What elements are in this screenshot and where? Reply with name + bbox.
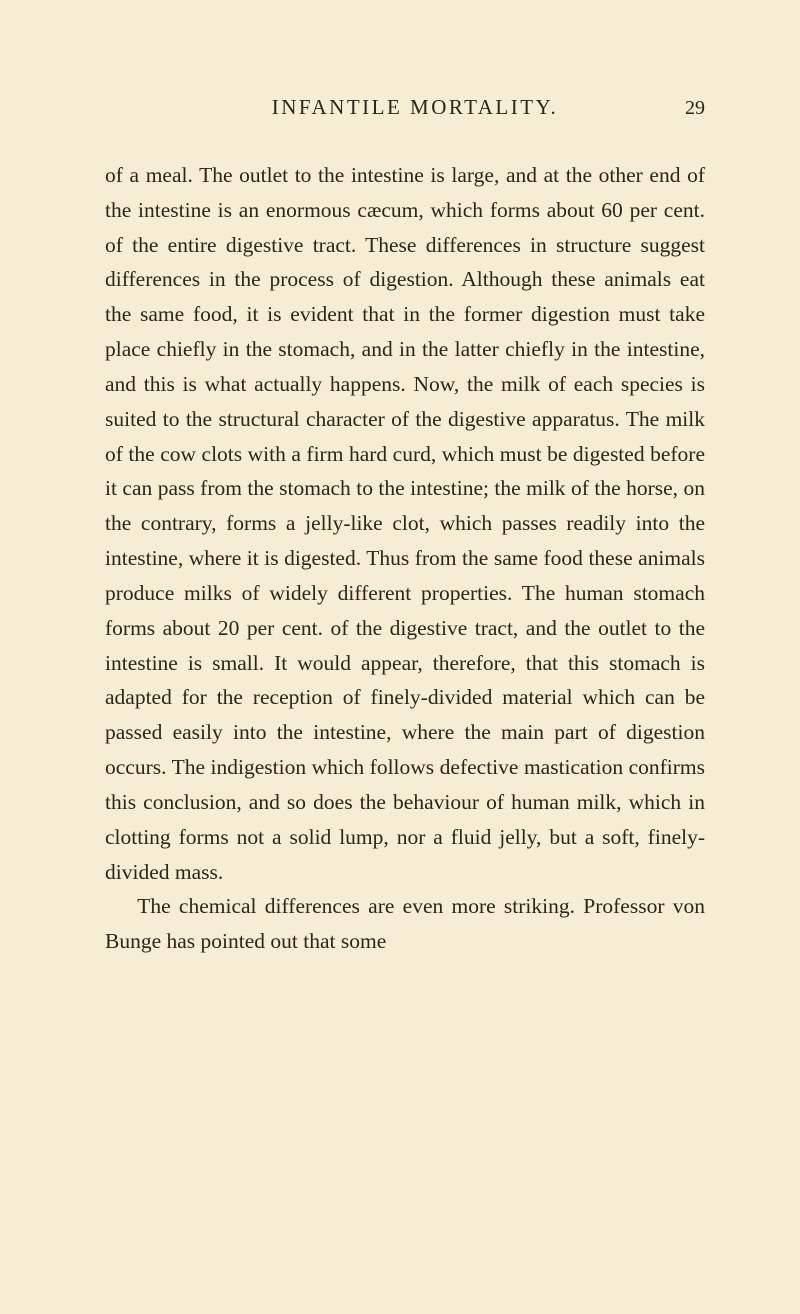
body-text: of a meal. The outlet to the intestine i…: [105, 158, 705, 959]
paragraph-1: of a meal. The outlet to the intestine i…: [105, 158, 705, 889]
document-page: INFANTILE MORTALITY. 29 of a meal. The o…: [0, 0, 800, 1314]
paragraph-2: The chemical differences are even more s…: [105, 889, 705, 959]
page-header: INFANTILE MORTALITY. 29: [105, 95, 705, 120]
running-title: INFANTILE MORTALITY.: [145, 95, 685, 120]
page-number: 29: [685, 97, 705, 120]
